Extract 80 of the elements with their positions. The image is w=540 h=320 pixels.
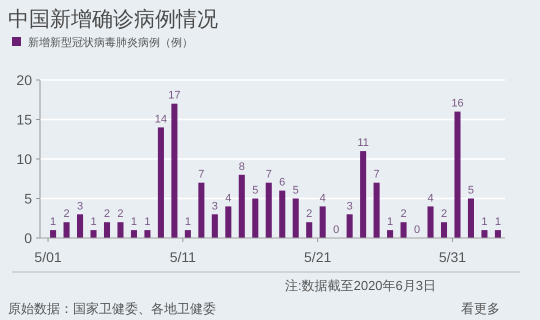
data-label: 3: [212, 200, 218, 212]
data-label: 6: [279, 176, 286, 189]
bar: [266, 182, 272, 238]
bar: [171, 104, 178, 238]
bar: [427, 206, 434, 238]
y-tick-label: 5: [24, 190, 32, 206]
text: 原始数据：国家卫健委、各地卫健委: [8, 301, 216, 316]
bar: [117, 222, 124, 238]
data-label: 1: [90, 216, 97, 228]
legend-label: 新增新型冠状病毒肺炎病例（例）: [28, 36, 193, 49]
bar: [360, 151, 366, 238]
y-tick-label: 0: [24, 230, 32, 246]
data-label: 3: [346, 200, 353, 212]
bar: [130, 230, 137, 238]
bar: [387, 230, 394, 238]
data-label: 7: [266, 168, 272, 181]
y-tick-label: 15: [16, 111, 32, 128]
data-label: 8: [238, 160, 245, 173]
text: 看更多: [461, 301, 500, 316]
data-label: 2: [400, 208, 407, 220]
bar: [50, 230, 56, 238]
bar: [90, 230, 97, 238]
y-tick-label: 10: [16, 150, 32, 167]
text: 注:数据截至2020年6月3日: [285, 278, 436, 293]
bar: [158, 127, 164, 238]
bar: [198, 182, 204, 238]
bar: [481, 230, 488, 238]
bar: [320, 206, 326, 238]
data-label: 2: [306, 208, 312, 220]
data-label: 11: [357, 137, 369, 150]
y-tick-label: 20: [16, 72, 32, 88]
bar: [346, 214, 353, 238]
data-label: 1: [494, 216, 501, 228]
x-tick-label: 5/21: [304, 249, 332, 265]
bar: [306, 222, 312, 238]
data-label: 1: [184, 216, 191, 228]
bar: [184, 230, 191, 238]
data-label: 2: [117, 208, 124, 220]
data-label: 7: [374, 168, 380, 181]
x-tick-label: 5/31: [438, 249, 466, 265]
data-label: 1: [387, 216, 394, 228]
x-tick-label: 5/11: [170, 249, 196, 265]
bar: [225, 206, 232, 238]
chart-title: 中国新增确诊病例情况: [8, 8, 218, 31]
data-label: 2: [63, 208, 70, 220]
bar: [494, 230, 501, 238]
bar: [374, 182, 380, 238]
bar: [279, 190, 286, 238]
data-label: 16: [451, 98, 464, 110]
bar: [144, 230, 150, 238]
data-label: 17: [168, 90, 181, 102]
data-label: 7: [198, 168, 204, 181]
bar: [400, 222, 407, 238]
data-label: 1: [50, 216, 56, 228]
data-label: 1: [130, 216, 138, 228]
data-label: 5: [252, 184, 258, 196]
data-label: 2: [440, 208, 448, 220]
data-label: 5: [292, 184, 299, 196]
data-label: 1: [144, 216, 150, 228]
x-tick-label: 5/01: [34, 249, 62, 265]
bar: [252, 198, 258, 238]
data-label: 3: [76, 200, 84, 212]
bar: [440, 222, 448, 238]
bar: [64, 222, 70, 238]
bar: [454, 112, 461, 238]
data-label: 0: [333, 224, 340, 236]
bar: [468, 198, 474, 238]
data-label: 14: [154, 113, 168, 126]
bar: [104, 222, 110, 238]
data-label: 5: [468, 184, 474, 196]
data-label: 0: [414, 224, 420, 236]
data-label: 4: [427, 192, 434, 204]
bar: [212, 214, 218, 238]
data-label: 4: [320, 192, 326, 204]
bar: [292, 198, 299, 238]
bar: [238, 174, 245, 238]
data-label: 4: [225, 192, 232, 204]
data-label: 2: [104, 208, 110, 220]
bar: [77, 214, 84, 238]
data-label: 1: [481, 216, 488, 228]
